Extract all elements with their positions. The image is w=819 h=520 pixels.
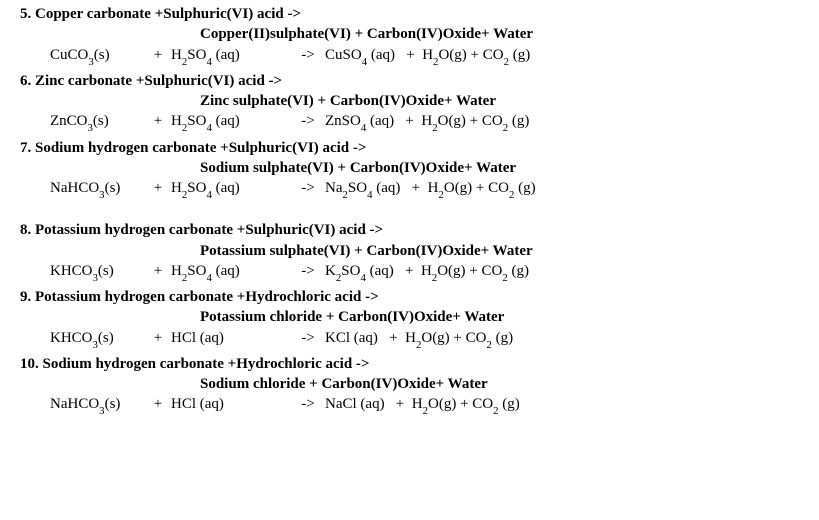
reaction-equation: KHCO3(s)+H2SO4 (aq)->K2SO4 (aq) + H2O(g)… [20, 261, 799, 281]
reaction-equation: KHCO3(s)+HCl (aq)->KCl (aq) + H2O(g) + C… [20, 328, 799, 348]
products: ZnSO4 (aq) + H2O(g) + CO2 (g) [325, 111, 799, 131]
reaction-title: 7. Sodium hydrogen carbonate +Sulphuric(… [20, 138, 799, 158]
arrow-symbol: -> [291, 45, 325, 65]
reaction-item: 7. Sodium hydrogen carbonate +Sulphuric(… [20, 138, 799, 199]
reaction-equation: CuCO3(s)+H2SO4 (aq)->CuSO4 (aq) + H2O(g)… [20, 45, 799, 65]
reactant-b: HCl (aq) [171, 328, 291, 348]
reaction-equation: ZnCO3(s)+H2SO4 (aq)->ZnSO4 (aq) + H2O(g)… [20, 111, 799, 131]
reactant-b: H2SO4 (aq) [171, 178, 291, 198]
products: Na2SO4 (aq) + H2O(g) + CO2 (g) [325, 178, 799, 198]
arrow-symbol: -> [291, 328, 325, 348]
reactant-b: H2SO4 (aq) [171, 261, 291, 281]
arrow-symbol: -> [291, 111, 325, 131]
reaction-item: 8. Potassium hydrogen carbonate +Sulphur… [20, 220, 799, 281]
products: CuSO4 (aq) + H2O(g) + CO2 (g) [325, 45, 799, 65]
reactant-b: H2SO4 (aq) [171, 111, 291, 131]
plus-symbol: + [145, 45, 171, 65]
reactions-list: 5. Copper carbonate +Sulphuric(VI) acid … [20, 4, 799, 415]
reaction-equation: NaHCO3(s)+HCl (aq)->NaCl (aq) + H2O(g) +… [20, 394, 799, 414]
plus-symbol: + [145, 394, 171, 414]
reaction-product-words: Zinc sulphate(VI) + Carbon(IV)Oxide+ Wat… [20, 91, 799, 111]
plus-symbol: + [145, 328, 171, 348]
arrow-symbol: -> [291, 394, 325, 414]
reactant-a: NaHCO3(s) [20, 178, 145, 198]
reaction-product-words: Sodium sulphate(VI) + Carbon(IV)Oxide+ W… [20, 158, 799, 178]
reaction-title: 6. Zinc carbonate +Sulphuric(VI) acid -> [20, 71, 799, 91]
reaction-title: 5. Copper carbonate +Sulphuric(VI) acid … [20, 4, 799, 24]
plus-symbol: + [145, 261, 171, 281]
reactant-a: CuCO3(s) [20, 45, 145, 65]
reaction-title: 10. Sodium hydrogen carbonate +Hydrochlo… [20, 354, 799, 374]
plus-symbol: + [145, 178, 171, 198]
reaction-product-words: Copper(II)sulphate(VI) + Carbon(IV)Oxide… [20, 24, 799, 44]
products: NaCl (aq) + H2O(g) + CO2 (g) [325, 394, 799, 414]
products: KCl (aq) + H2O(g) + CO2 (g) [325, 328, 799, 348]
reaction-title: 9. Potassium hydrogen carbonate +Hydroch… [20, 287, 799, 307]
reaction-product-words: Sodium chloride + Carbon(IV)Oxide+ Water [20, 374, 799, 394]
arrow-symbol: -> [291, 178, 325, 198]
plus-symbol: + [145, 111, 171, 131]
reactant-a: KHCO3(s) [20, 328, 145, 348]
reaction-item: 6. Zinc carbonate +Sulphuric(VI) acid ->… [20, 71, 799, 132]
reaction-item: 5. Copper carbonate +Sulphuric(VI) acid … [20, 4, 799, 65]
reaction-equation: NaHCO3(s)+H2SO4 (aq)->Na2SO4 (aq) + H2O(… [20, 178, 799, 198]
arrow-symbol: -> [291, 261, 325, 281]
reactant-b: H2SO4 (aq) [171, 45, 291, 65]
reactant-a: NaHCO3(s) [20, 394, 145, 414]
reaction-product-words: Potassium sulphate(VI) + Carbon(IV)Oxide… [20, 241, 799, 261]
reactant-b: HCl (aq) [171, 394, 291, 414]
reactant-a: KHCO3(s) [20, 261, 145, 281]
products: K2SO4 (aq) + H2O(g) + CO2 (g) [325, 261, 799, 281]
reaction-title: 8. Potassium hydrogen carbonate +Sulphur… [20, 220, 799, 240]
reaction-product-words: Potassium chloride + Carbon(IV)Oxide+ Wa… [20, 307, 799, 327]
reaction-item: 10. Sodium hydrogen carbonate +Hydrochlo… [20, 354, 799, 415]
reactant-a: ZnCO3(s) [20, 111, 145, 131]
reaction-item: 9. Potassium hydrogen carbonate +Hydroch… [20, 287, 799, 348]
